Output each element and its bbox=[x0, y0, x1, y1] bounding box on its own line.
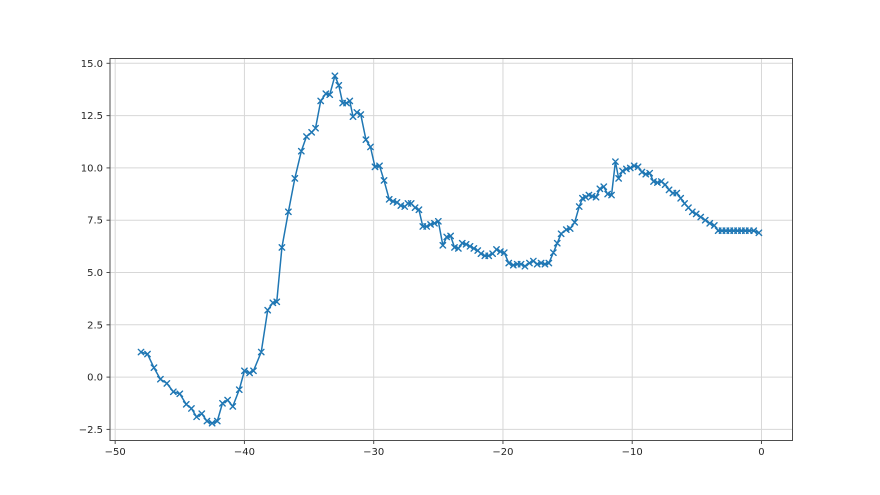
y-tick-label: −2.5 bbox=[79, 425, 103, 436]
x-tick-label: −30 bbox=[363, 447, 384, 458]
y-tick-label: 12.5 bbox=[81, 111, 103, 122]
y-tick-label: 7.5 bbox=[87, 216, 103, 227]
x-tick-label: −50 bbox=[105, 447, 126, 458]
y-tick-label: 2.5 bbox=[87, 320, 103, 331]
x-tick-label: −20 bbox=[492, 447, 513, 458]
y-tick-label: 10.0 bbox=[81, 163, 103, 174]
x-tick-label: 0 bbox=[758, 447, 764, 458]
axes-spines bbox=[109, 58, 793, 441]
x-tick-label: −10 bbox=[622, 447, 643, 458]
x-tick-label: −40 bbox=[234, 447, 255, 458]
data-markers bbox=[137, 72, 763, 427]
y-tick-label: 15.0 bbox=[81, 59, 103, 70]
y-tick-label: 0.0 bbox=[87, 373, 103, 384]
y-tick-label: 5.0 bbox=[87, 268, 103, 279]
